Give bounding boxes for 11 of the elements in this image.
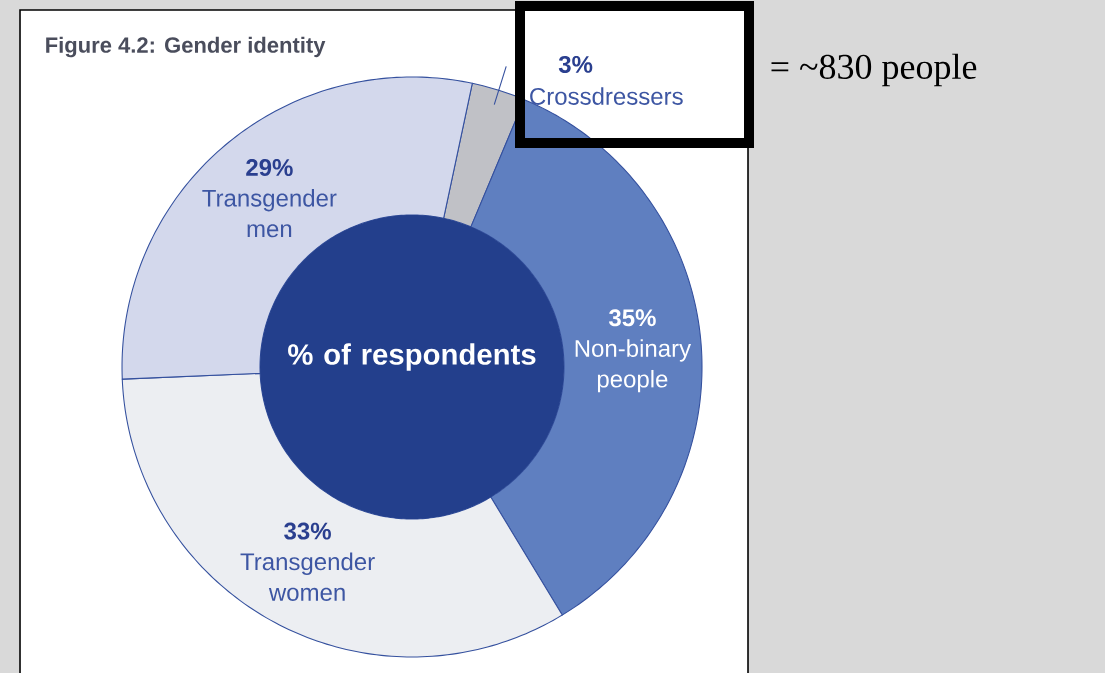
chart-title: Figure 4.2: Gender identity xyxy=(46,36,326,58)
slice-label: Transgender women xyxy=(240,552,375,601)
text: % of respondents xyxy=(288,343,536,371)
slice-label: Transgender men xyxy=(202,189,337,238)
legend-label: Crossdressers xyxy=(530,87,683,105)
text: = ~830 people xyxy=(771,53,977,87)
data-label: 3% xyxy=(558,55,593,73)
data-label: 33% xyxy=(284,522,331,540)
data-label: 29% xyxy=(246,159,293,177)
data-label: 35% xyxy=(608,309,656,327)
slice-label: Non-binary people xyxy=(575,339,692,393)
